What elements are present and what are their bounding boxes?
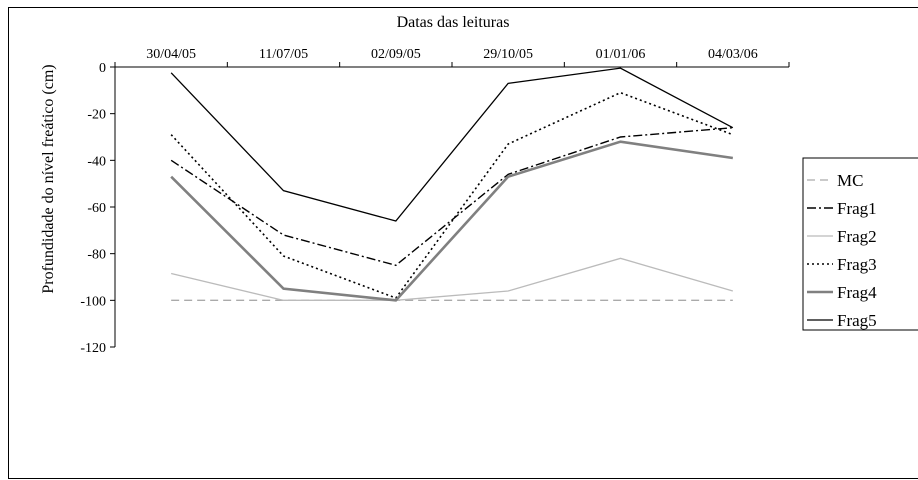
legend-box	[802, 157, 918, 331]
y-tick-label: -80	[87, 248, 106, 263]
series-line-frag1	[170, 126, 733, 267]
y-tick-label: -20	[87, 108, 106, 123]
legend-label-frag2: Frag2	[837, 227, 877, 246]
x-axis-title: Datas das leituras	[397, 14, 510, 31]
chart-frame: 30/04/05 11/07/05 02/09/05 29/10/05 01/01/06…	[8, 7, 918, 479]
y-tick-label: -40	[87, 154, 106, 169]
y-tick-label: -100	[80, 294, 106, 309]
x-tick-label: 30/04/05	[146, 47, 196, 62]
x-tick-label: 02/09/05	[371, 47, 421, 62]
series-lines	[170, 67, 734, 302]
line-chart: 30/04/05 11/07/05 02/09/05 29/10/05 01/01/06…	[40, 14, 918, 356]
series-line-frag5	[170, 67, 734, 222]
legend-label-frag4: Frag4	[837, 283, 877, 302]
x-tick-label: 04/03/06	[708, 47, 758, 62]
legend-label-frag1: Frag1	[837, 199, 877, 218]
y-axis-title: Profundidade do nível freático (cm)	[40, 64, 57, 293]
x-tick-label: 01/01/06	[596, 47, 646, 62]
y-tick-label: -120	[80, 341, 106, 356]
x-tick-label: 29/10/05	[483, 47, 533, 62]
legend: MC Frag1 Frag2 Frag3 Frag4 Frag5	[802, 157, 918, 331]
x-tick-label: 11/07/05	[259, 47, 308, 62]
legend-label-mc: MC	[837, 171, 863, 190]
axes: 30/04/05 11/07/05 02/09/05 29/10/05 01/01/06…	[80, 47, 790, 356]
y-tick-label: -60	[87, 201, 106, 216]
legend-label-frag3: Frag3	[837, 255, 877, 274]
y-tick-label: 0	[99, 61, 106, 76]
series-line-frag4	[170, 140, 734, 302]
series-line-frag3	[170, 91, 734, 299]
series-line-frag2	[171, 257, 734, 301]
legend-label-frag5: Frag5	[837, 311, 877, 330]
